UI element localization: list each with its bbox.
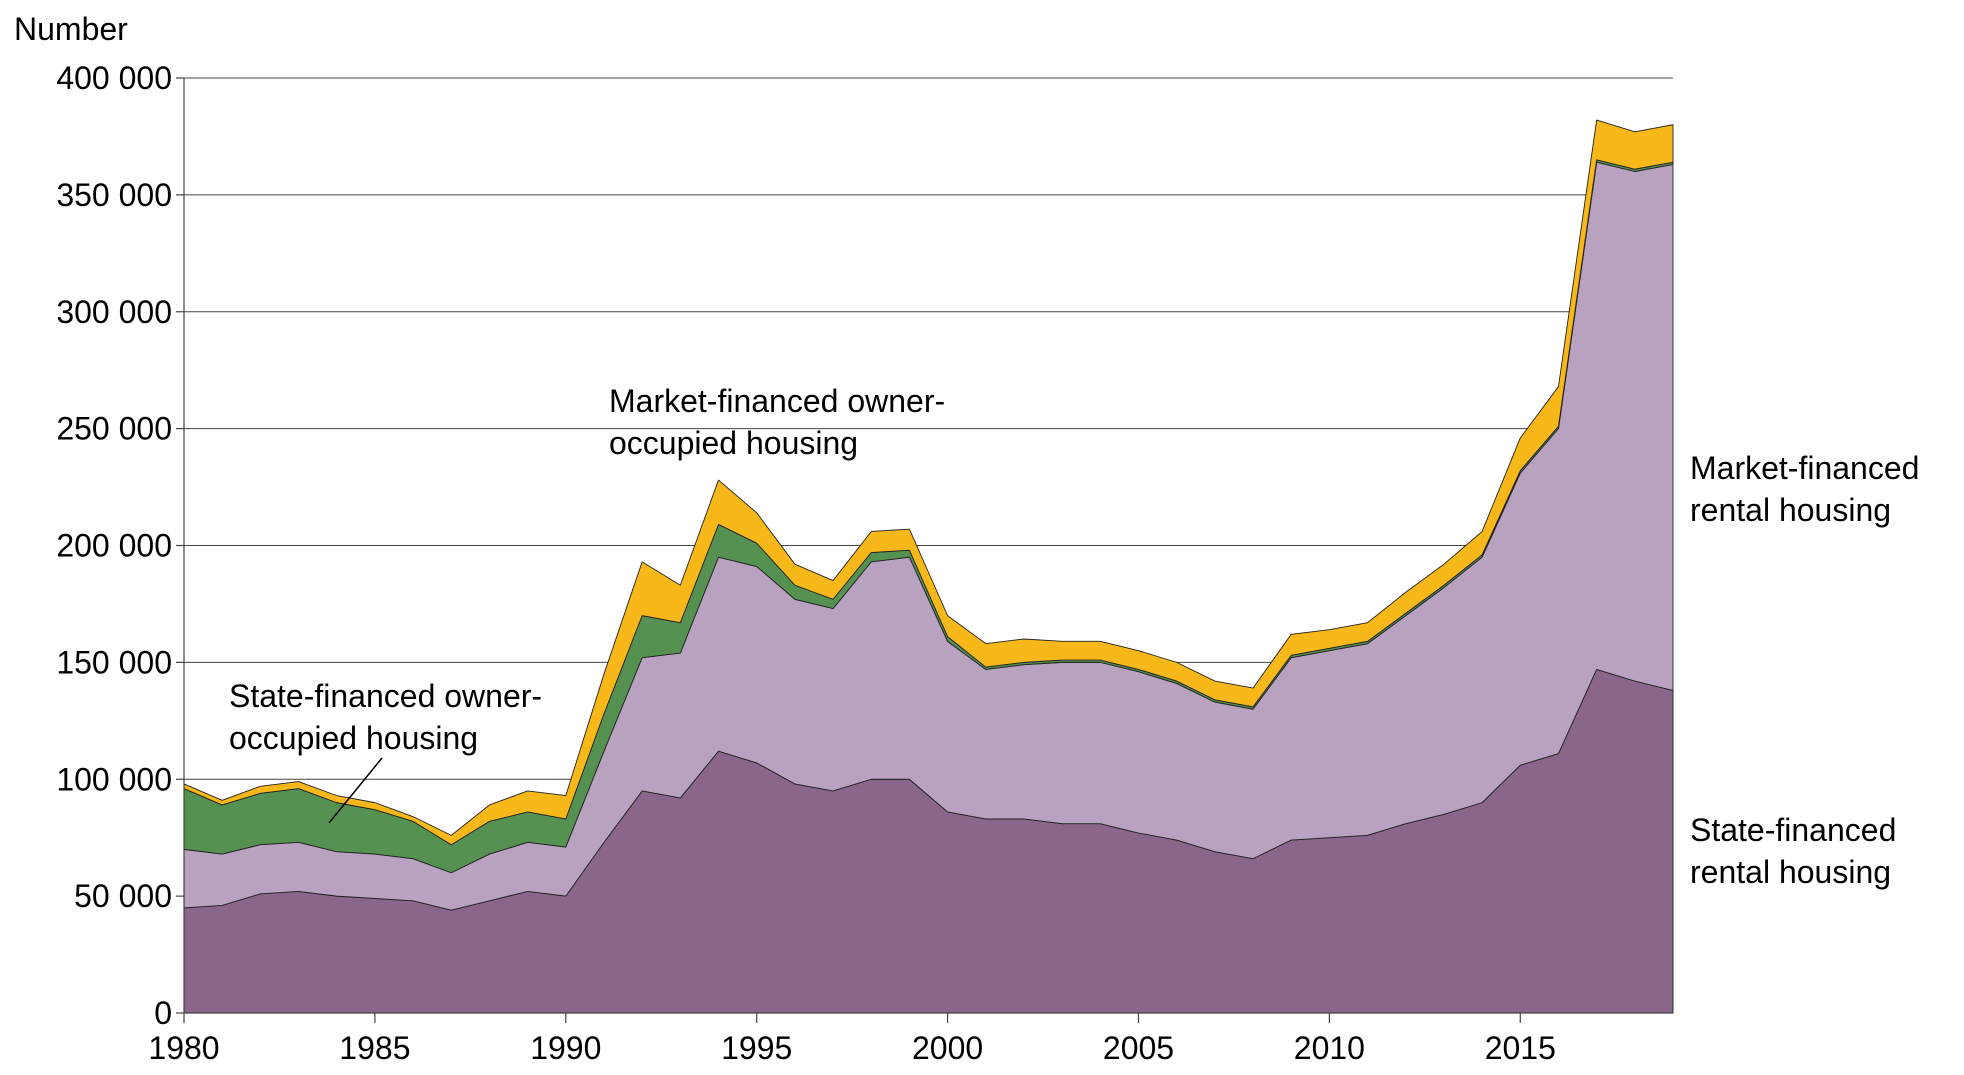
x-tick-label: 2000 <box>912 1030 983 1066</box>
y-tick-label: 300 000 <box>56 294 172 330</box>
series-label: Market-financed rental housing <box>1690 450 1920 528</box>
area <box>183 119 1674 846</box>
x-tick-label: 1990 <box>530 1030 601 1066</box>
y-tick-label: 250 000 <box>56 411 172 447</box>
y-tick-label: 150 000 <box>56 644 172 680</box>
y-tick-label: 0 <box>154 995 172 1031</box>
annotation-pointer <box>328 757 383 824</box>
x-tick-label: 1995 <box>721 1030 792 1066</box>
x-tick-label: 2010 <box>1294 1030 1365 1066</box>
y-tick-label: 50 000 <box>74 878 172 914</box>
y-tick-label: 100 000 <box>56 761 172 797</box>
series-label: State-financed rental housing <box>1690 812 1897 890</box>
x-tick-label: 1980 <box>148 1030 219 1066</box>
y-tick-label: 400 000 <box>56 60 172 96</box>
x-tick-label: 2005 <box>1103 1030 1174 1066</box>
y-tick-label: 200 000 <box>56 528 172 564</box>
y-tick-label: 350 000 <box>56 177 172 213</box>
x-tick-label: 2015 <box>1485 1030 1556 1066</box>
series-label: State-financed owner-occupied housing <box>229 678 543 756</box>
x-tick-label: 1985 <box>339 1030 410 1066</box>
series-label: Market-financed owner-occupied housing <box>609 383 946 461</box>
y-axis-label: Number <box>14 11 128 47</box>
